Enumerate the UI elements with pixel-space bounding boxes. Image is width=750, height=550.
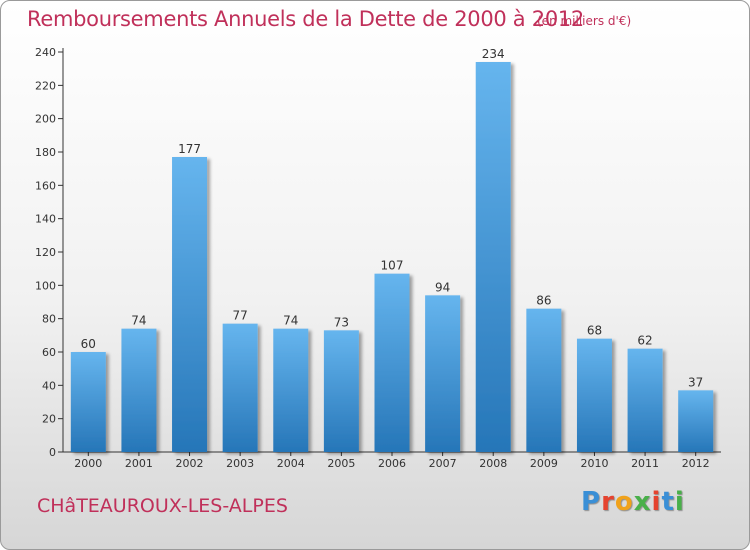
y-tick-label: 80 (42, 313, 56, 326)
logo-letter: P (581, 487, 602, 517)
x-tick-label: 2009 (530, 457, 558, 470)
data-label-2002: 177 (178, 142, 201, 156)
bar-2002 (172, 157, 208, 452)
data-label-2000: 60 (81, 337, 96, 351)
y-tick-label: 20 (42, 413, 56, 426)
x-axis: 2000 2001 2002 2003 2004 2005 2006 2007 2008 2009… (63, 451, 721, 470)
x-tick-label: 2000 (74, 457, 102, 470)
bar-2000 (70, 352, 106, 452)
bar-2001 (121, 328, 157, 452)
data-label-2012: 37 (688, 375, 703, 389)
x-tick-label: 2003 (226, 457, 254, 470)
x-tick-label: 2005 (327, 457, 355, 470)
logo-letter: r (601, 487, 615, 517)
x-tick-label: 2002 (176, 457, 204, 470)
y-tick-label: 240 (35, 46, 56, 59)
logo-letter: i (674, 487, 685, 517)
chart-unit-note: (en milliers d'€) (537, 14, 632, 28)
bar-2003 (222, 323, 258, 452)
y-tick-label: 160 (35, 179, 56, 192)
data-label-2004: 74 (283, 314, 298, 328)
bars (70, 62, 714, 452)
x-tick-label: 2008 (479, 457, 507, 470)
bar-2009 (526, 308, 562, 452)
x-tick-label: 2011 (631, 457, 659, 470)
commune-name: CHâTEAUROUX-LES-ALPES (37, 495, 288, 517)
x-tick-label: 2010 (580, 457, 608, 470)
y-tick-label: 180 (35, 146, 56, 159)
y-tick-label: 120 (35, 246, 56, 259)
data-label-2009: 86 (536, 294, 551, 308)
logo-letter: t (661, 487, 675, 517)
logo-letter: x (633, 487, 652, 517)
data-label-2010: 68 (587, 324, 602, 338)
bar-2007 (425, 295, 461, 452)
data-label-2008: 234 (482, 47, 505, 61)
y-tick-label: 0 (49, 446, 56, 459)
bar-2012 (678, 390, 714, 452)
bar-2010 (576, 338, 612, 452)
x-tick-label: 2007 (429, 457, 457, 470)
data-label-2005: 73 (334, 315, 349, 329)
y-tick-label: 220 (35, 79, 56, 92)
x-tick-label: 2004 (277, 457, 305, 470)
x-tick-label: 2001 (125, 457, 153, 470)
y-tick-label: 40 (42, 379, 56, 392)
y-tick-label: 100 (35, 279, 56, 292)
bar-2011 (627, 348, 663, 452)
y-tick-label: 200 (35, 113, 56, 126)
logo-letter: i (651, 487, 662, 517)
bar-2006 (374, 273, 410, 452)
y-tick-label: 60 (42, 346, 56, 359)
x-tick-label: 2006 (378, 457, 406, 470)
bar-2004 (273, 328, 309, 452)
proxiti-logo[interactable]: Proxiti (581, 487, 685, 517)
x-tick-label: 2012 (682, 457, 710, 470)
data-label-2006: 107 (381, 259, 404, 273)
y-axis: 0 20 40 60 80 100 120 140 160 180 200 220 240 (35, 46, 64, 459)
bar-2005 (323, 330, 359, 452)
data-label-2001: 74 (131, 314, 146, 328)
data-labels: 60 74 177 77 74 73 107 94 234 86 68 62 37 (81, 47, 704, 389)
logo-letter: o (614, 487, 634, 517)
data-label-2011: 62 (637, 334, 652, 348)
data-label-2003: 77 (233, 309, 248, 323)
y-tick-label: 140 (35, 213, 56, 226)
chart-title: Remboursements Annuels de la Dette de 20… (27, 7, 584, 31)
bar-2008 (475, 62, 511, 452)
data-label-2007: 94 (435, 280, 450, 294)
